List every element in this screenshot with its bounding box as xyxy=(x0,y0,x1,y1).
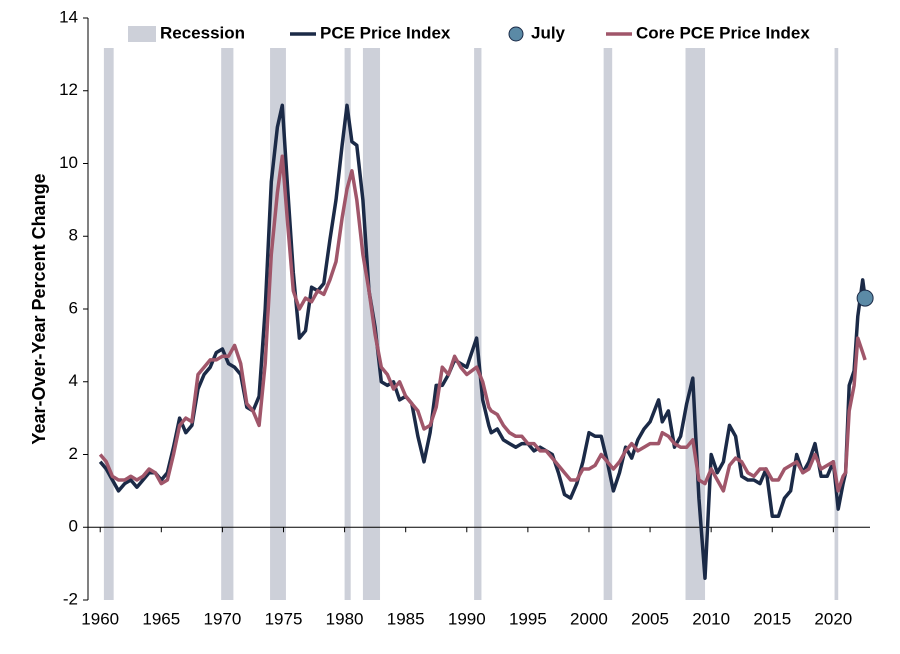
recession-band xyxy=(362,48,381,600)
x-tick-label: 1995 xyxy=(509,609,547,628)
legend-swatch xyxy=(508,26,524,42)
y-tick-label: 4 xyxy=(69,371,78,390)
series-line xyxy=(98,154,867,493)
x-tick-label: 1965 xyxy=(142,609,180,628)
legend-swatch xyxy=(128,26,156,42)
legend-label: Recession xyxy=(160,23,245,42)
x-tick-label: 2015 xyxy=(753,609,791,628)
legend-label: PCE Price Index xyxy=(320,23,451,42)
x-tick-label: 1975 xyxy=(265,609,303,628)
legend-label: July xyxy=(531,23,566,42)
x-tick-label: 2005 xyxy=(631,609,669,628)
x-tick-label: 2000 xyxy=(570,609,608,628)
recession-band xyxy=(344,48,351,600)
x-tick-label: 1960 xyxy=(81,609,119,628)
x-tick-label: 1985 xyxy=(387,609,425,628)
y-tick-label: 0 xyxy=(69,517,78,536)
recession-band xyxy=(103,48,114,600)
recession-band xyxy=(603,48,613,600)
x-tick-label: 2020 xyxy=(814,609,852,628)
legend-label: Core PCE Price Index xyxy=(636,23,810,42)
recession-band xyxy=(474,48,482,600)
recession-band xyxy=(270,48,286,600)
y-tick-label: -2 xyxy=(63,589,78,608)
y-tick-label: 6 xyxy=(69,298,78,317)
recession-band xyxy=(834,48,839,600)
x-tick-label: 1990 xyxy=(448,609,486,628)
recession-band xyxy=(685,48,706,600)
recession-band xyxy=(221,48,234,600)
x-tick-label: 1970 xyxy=(203,609,241,628)
y-axis-label: Year-Over-Year Percent Change xyxy=(29,173,49,444)
y-tick-label: 8 xyxy=(69,226,78,245)
y-tick-label: 14 xyxy=(59,7,78,26)
highlight-point xyxy=(856,289,874,307)
x-tick-label: 2010 xyxy=(692,609,730,628)
y-tick-label: 10 xyxy=(59,153,78,172)
x-tick-label: 1980 xyxy=(326,609,364,628)
series-line xyxy=(98,103,867,580)
y-tick-label: 12 xyxy=(59,80,78,99)
y-tick-label: 2 xyxy=(69,444,78,463)
